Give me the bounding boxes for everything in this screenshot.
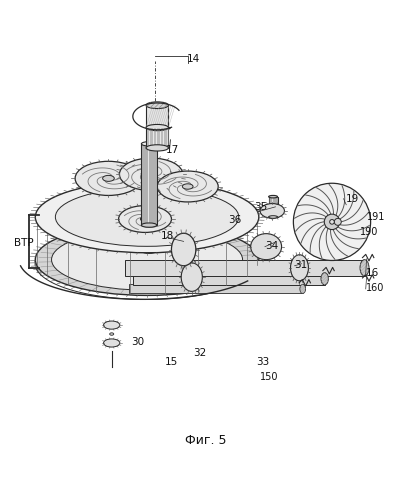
Bar [269,197,278,217]
Ellipse shape [269,216,278,218]
Text: 32: 32 [193,348,206,358]
Text: Фиг. 5: Фиг. 5 [185,434,227,447]
Ellipse shape [360,259,369,276]
Ellipse shape [103,339,120,347]
Text: 160: 160 [366,283,384,293]
Text: 150: 150 [260,372,278,382]
Circle shape [293,183,371,260]
Ellipse shape [143,250,156,253]
Bar [146,105,169,128]
Text: 14: 14 [187,54,200,64]
Ellipse shape [183,184,193,189]
Bar [146,128,169,148]
Text: 35: 35 [254,202,267,212]
Text: 15: 15 [164,357,178,367]
Text: 17: 17 [166,145,179,155]
Ellipse shape [143,219,156,223]
Ellipse shape [35,224,259,295]
Ellipse shape [110,333,114,335]
Ellipse shape [321,272,328,285]
Ellipse shape [145,172,157,177]
Ellipse shape [330,220,334,224]
Ellipse shape [35,181,259,253]
Ellipse shape [300,284,306,293]
Circle shape [324,214,340,230]
Ellipse shape [146,124,169,131]
Text: 31: 31 [295,260,308,270]
Ellipse shape [119,158,183,191]
Bar [143,221,156,251]
Ellipse shape [181,263,202,291]
Ellipse shape [157,171,218,202]
Ellipse shape [260,204,284,218]
Text: 18: 18 [161,232,175,242]
Ellipse shape [251,234,281,259]
Ellipse shape [119,206,171,233]
Ellipse shape [141,142,157,146]
Text: 190: 190 [360,227,378,237]
Ellipse shape [334,219,341,226]
Bar [141,144,157,225]
Ellipse shape [75,161,142,196]
Ellipse shape [55,188,239,247]
Ellipse shape [141,223,157,227]
Text: 33: 33 [256,357,269,367]
Text: ВТР: ВТР [14,238,34,248]
Bar [133,272,325,285]
Ellipse shape [103,175,114,181]
Ellipse shape [140,217,150,222]
Ellipse shape [171,233,196,266]
Bar [125,259,365,276]
Ellipse shape [290,255,309,281]
Ellipse shape [103,321,120,329]
Text: 191: 191 [367,212,385,222]
Ellipse shape [146,102,169,109]
Text: 30: 30 [131,337,144,347]
Bar [129,284,303,293]
Text: 36: 36 [228,215,241,225]
Text: 34: 34 [265,241,278,250]
Ellipse shape [52,229,243,290]
Ellipse shape [269,196,278,198]
Text: 16: 16 [366,268,379,278]
Ellipse shape [146,145,169,151]
Text: 19: 19 [346,194,360,204]
